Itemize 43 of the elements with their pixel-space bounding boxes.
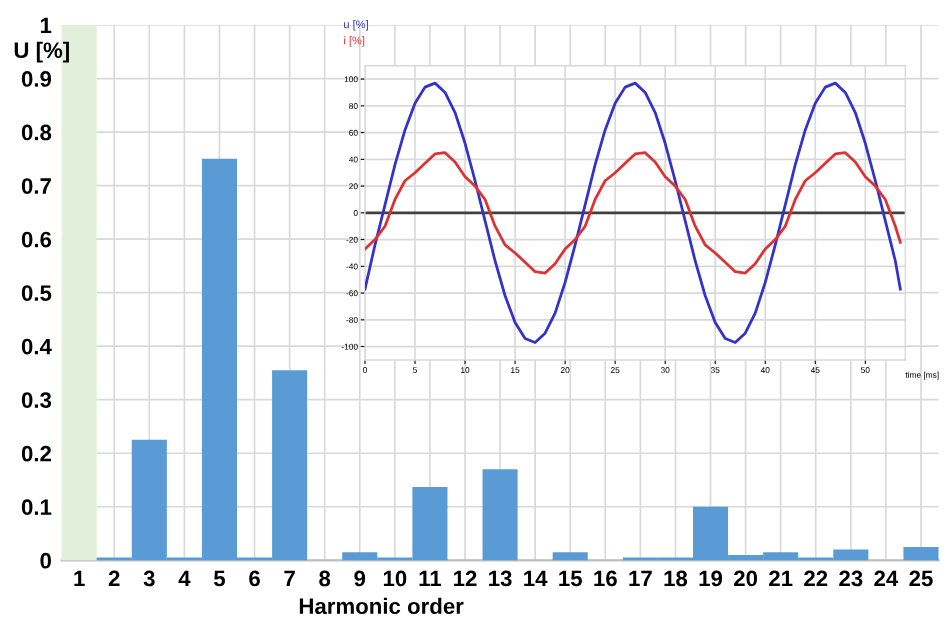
x-tick-label: 14 xyxy=(524,570,548,587)
y-tick-label: 0.3 xyxy=(21,392,52,408)
x-tick-label: 21 xyxy=(769,570,793,587)
x-tick-label: 24 xyxy=(874,570,899,587)
y-tick-label: 0.8 xyxy=(21,124,52,141)
x-tick-label: 2 xyxy=(108,570,120,587)
y-tick-label: 0.2 xyxy=(21,445,52,462)
y-tick-label: 0.4 xyxy=(21,338,52,355)
bar xyxy=(552,552,588,561)
bar xyxy=(903,546,939,561)
x-tick-label: 25 xyxy=(909,570,933,587)
x-axis-title: Harmonic order xyxy=(299,597,464,615)
y-tick-label: 0.5 xyxy=(21,285,52,301)
x-tick-label: 1 xyxy=(74,570,85,587)
x-tick-label: 6 xyxy=(249,570,260,587)
line-series xyxy=(364,81,902,344)
x-tick-label: 8 xyxy=(319,570,331,587)
x-tick-label: 17 xyxy=(629,570,652,587)
y-tick-label: 1 xyxy=(40,17,52,34)
y-tick-label: 0.6 xyxy=(21,231,52,248)
x-tick-label: 4 xyxy=(178,570,191,587)
x-tick-label: 16 xyxy=(594,570,617,587)
y-tick-label: 0.1 xyxy=(21,499,52,516)
x-tick-label: 15 xyxy=(559,570,582,587)
x-tick-label: 12 xyxy=(454,570,477,587)
y-tick-label: 0 xyxy=(40,552,51,569)
x-tick-label: 19 xyxy=(699,570,723,587)
x-tick-label: 10 xyxy=(383,570,407,587)
line-series xyxy=(364,151,902,275)
y-tick-label: 0.9 xyxy=(21,71,52,87)
y-axis-title: U [%] xyxy=(14,41,69,63)
x-tick-label: 18 xyxy=(664,570,688,587)
bar xyxy=(482,469,518,561)
x-tick-label: 5 xyxy=(213,570,226,587)
y-tick-label: 0.7 xyxy=(21,178,51,194)
x-tick-label: 13 xyxy=(489,570,512,587)
x-tick-label: 20 xyxy=(734,570,758,587)
x-tick-label: 7 xyxy=(284,570,295,587)
x-tick-label: 23 xyxy=(839,570,863,587)
x-tick-label: 22 xyxy=(804,570,828,587)
x-tick-label: 3 xyxy=(143,570,155,587)
x-tick-label: 9 xyxy=(354,570,366,587)
x-tick-label: 11 xyxy=(419,570,442,587)
